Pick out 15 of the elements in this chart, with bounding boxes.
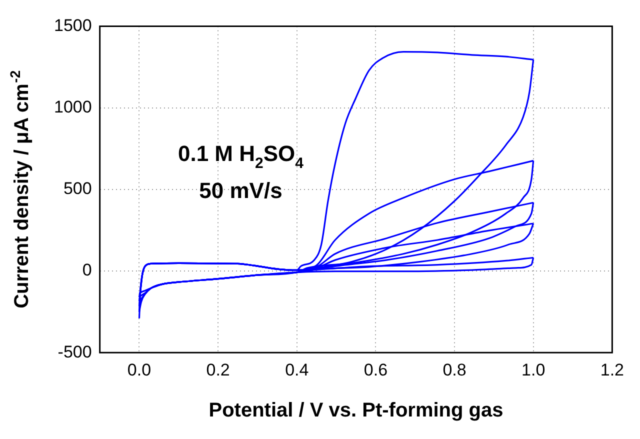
- x-tick-label: 1.0: [522, 360, 546, 380]
- x-tick-label: 0.4: [285, 360, 309, 380]
- y-tick-label: 1500: [54, 16, 92, 35]
- y-tick-label: 0: [82, 260, 92, 280]
- y-tick-label: -500: [58, 342, 92, 362]
- x-tick-label: 0.2: [206, 360, 230, 380]
- x-tick-label: 1.2: [600, 360, 624, 380]
- y-tick-label: 500: [63, 179, 92, 198]
- y-tick-label: 1000: [54, 97, 92, 116]
- annotation: 50 mV/s: [199, 178, 282, 204]
- x-axis-title: Potential / V vs. Pt-forming gas: [208, 400, 504, 422]
- x-tick-label: 0.6: [364, 360, 388, 380]
- x-tick-label: 0.0: [127, 360, 152, 380]
- y-axis-title: Current density / μA cm-2: [7, 70, 33, 308]
- x-tick-label: 0.8: [442, 360, 466, 380]
